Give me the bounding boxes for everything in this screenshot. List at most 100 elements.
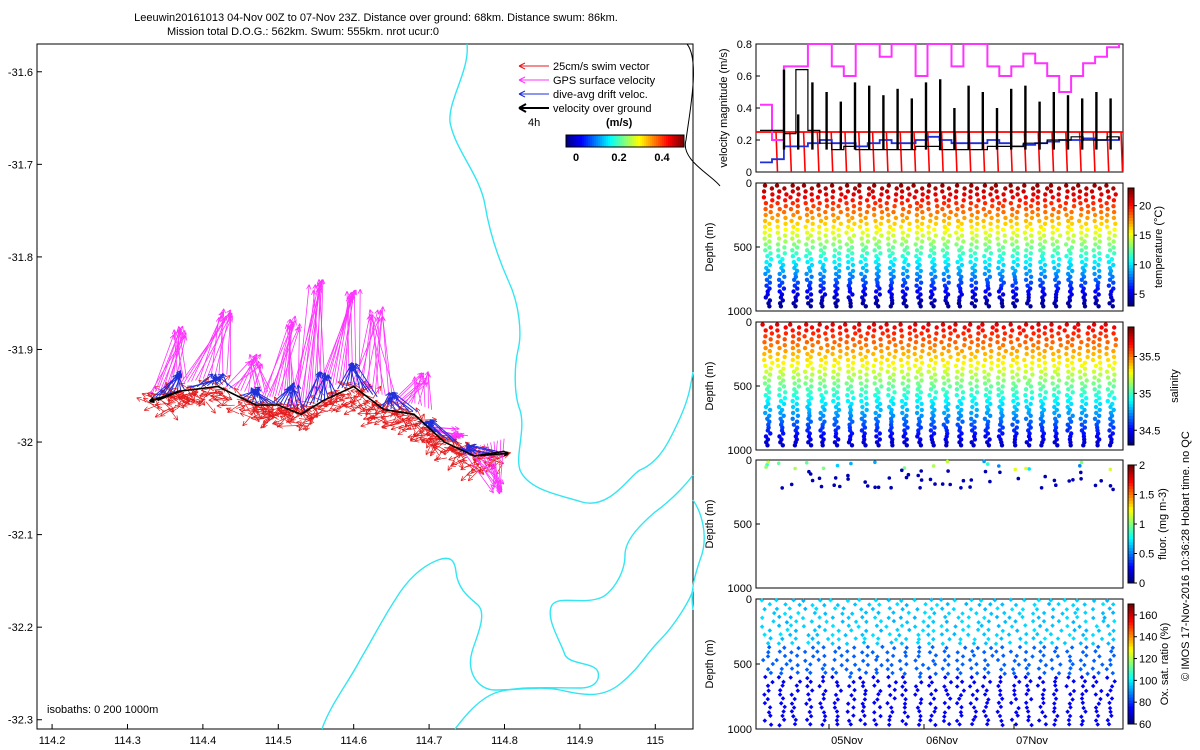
fluorescence-sample <box>1052 478 1057 483</box>
oxygen-sample <box>853 636 858 641</box>
oxygen-sample <box>870 650 875 655</box>
oxygen-sample <box>1108 709 1113 715</box>
temperature-sample <box>1038 236 1043 241</box>
temperature-sample <box>945 268 950 274</box>
colorbar-cell <box>1128 476 1134 481</box>
salinity-sample <box>851 372 857 377</box>
salinity-sample <box>982 416 988 421</box>
salinity-sample <box>794 419 800 424</box>
swim-vector-arrow <box>251 409 260 423</box>
temperature-sample <box>968 248 973 253</box>
oxygen-sample <box>955 650 960 655</box>
oxygen-sample <box>886 722 892 728</box>
oxygen-sample <box>1112 679 1117 684</box>
salinity-sample <box>1064 322 1070 327</box>
oxygen-points <box>759 597 1117 728</box>
temperature-sample <box>822 292 828 297</box>
temperature-sample <box>1071 233 1076 238</box>
temperature-sample <box>1011 295 1016 300</box>
temperature-sample <box>850 268 856 274</box>
colorbar-cell <box>1128 288 1134 292</box>
temperature-sample <box>764 283 769 288</box>
salinity-sample <box>1096 390 1101 395</box>
oxygen-sample <box>784 620 790 625</box>
oxygen-sample <box>978 598 984 603</box>
colorbar-cell <box>1128 580 1134 584</box>
salinity-sample <box>998 422 1003 427</box>
salinity-sample <box>1104 345 1109 351</box>
salinity-sample <box>818 428 823 433</box>
salinity-sample <box>954 345 959 351</box>
salinity-sample <box>873 357 878 363</box>
salinity-sample <box>893 343 898 348</box>
oxygen-sample <box>1104 666 1110 672</box>
salinity-sample <box>987 437 992 442</box>
colorbar-cell <box>1128 518 1134 522</box>
temperature-sample <box>876 245 882 250</box>
temperature-sample <box>803 201 808 206</box>
oxygen-sample <box>860 614 865 620</box>
temperature-sample <box>1078 201 1083 206</box>
salinity-sample <box>824 337 829 342</box>
salinity-sample <box>1042 331 1047 336</box>
temperature-sample <box>974 192 980 197</box>
oxygen-sample <box>782 653 788 659</box>
salinity-sample <box>794 396 800 401</box>
temperature-sample <box>832 295 837 300</box>
temperature-sample <box>995 212 1000 218</box>
oxygen-sample <box>823 688 828 694</box>
oxygen-sample <box>1070 661 1075 667</box>
oxygen-sample <box>863 610 869 615</box>
salinity-sample <box>879 366 884 371</box>
oxygen-sample <box>927 615 932 620</box>
speed-colorbar-frame <box>565 134 685 148</box>
colorbar-cell <box>1128 509 1134 513</box>
salinity-sample <box>804 328 809 333</box>
oxygen-sample <box>1050 614 1056 620</box>
fluorescence-sample <box>810 478 815 483</box>
salinity-sample <box>907 325 912 330</box>
drift-velocity-arrow <box>392 391 418 412</box>
salinity-sample <box>985 431 991 436</box>
temperature-sample <box>767 304 772 309</box>
oxygen-sample <box>817 683 822 689</box>
colorbar-frame <box>1127 603 1135 725</box>
swim-vector-arrow <box>221 399 229 407</box>
salinity-sample <box>768 431 773 436</box>
oxygen-sample <box>860 680 866 685</box>
oxygen-sample <box>789 650 794 655</box>
temperature-sample <box>767 280 772 285</box>
oxygen-sample <box>891 610 896 615</box>
salinity-sample <box>1097 348 1102 354</box>
salinity-sample <box>872 328 877 333</box>
oxygen-sample <box>1009 624 1015 629</box>
salinity-sample <box>996 387 1001 392</box>
swim-dive-spike <box>913 131 917 173</box>
oxygen-sample <box>800 615 806 621</box>
velocity-series-group <box>684 43 1124 187</box>
speed-colorbar-cell <box>660 135 663 147</box>
salinity-sample <box>890 384 896 389</box>
fluorescence-sample <box>817 476 822 481</box>
temperature-sample <box>763 248 768 253</box>
salinity-sample <box>765 428 770 433</box>
temperature-sample <box>1092 236 1098 241</box>
oxygen-sample <box>767 601 773 607</box>
salinity-sample <box>844 340 849 345</box>
salinity-sample <box>967 345 973 351</box>
salinity-sample <box>1092 387 1097 392</box>
oxygen-sample <box>886 674 891 680</box>
oxygen-sample <box>875 641 880 646</box>
salinity-sample <box>1056 413 1062 418</box>
speed-colorbar-cell <box>630 135 633 147</box>
salinity-sample <box>1070 354 1076 360</box>
temperature-sample <box>763 212 768 218</box>
temperature-sample <box>1071 186 1076 191</box>
drift-velocity-arrow <box>176 372 186 391</box>
salinity-sample <box>919 407 924 413</box>
temperature-sample <box>1015 186 1020 191</box>
salinity-sample <box>1108 404 1113 410</box>
oxygen-sample <box>777 692 783 697</box>
oxygen-sample <box>830 615 836 620</box>
oxygen-sample <box>852 697 857 702</box>
